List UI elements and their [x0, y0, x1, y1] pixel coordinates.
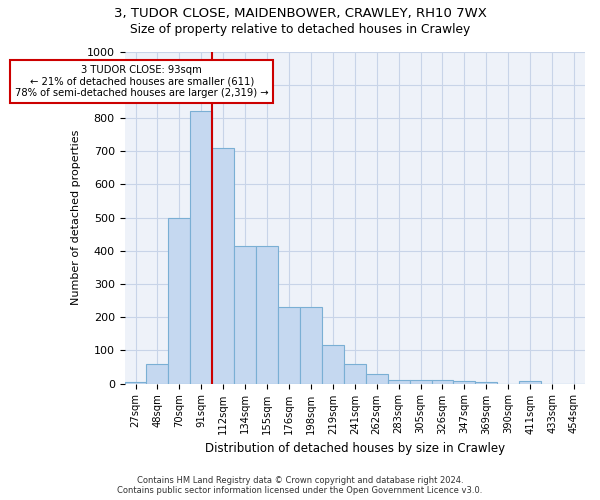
Text: Size of property relative to detached houses in Crawley: Size of property relative to detached ho… [130, 22, 470, 36]
Bar [388, 380, 410, 384]
Bar [234, 246, 256, 384]
Bar [322, 346, 344, 384]
Bar [278, 307, 300, 384]
X-axis label: Distribution of detached houses by size in Crawley: Distribution of detached houses by size … [205, 442, 505, 455]
Bar [475, 382, 497, 384]
Bar [410, 380, 431, 384]
Bar [454, 381, 475, 384]
Bar [146, 364, 169, 384]
Bar [519, 381, 541, 384]
Y-axis label: Number of detached properties: Number of detached properties [71, 130, 81, 305]
Bar [300, 307, 322, 384]
Bar [169, 218, 190, 384]
Bar [256, 246, 278, 384]
Bar [190, 112, 212, 384]
Bar [431, 380, 454, 384]
Bar [125, 382, 146, 384]
Bar [212, 148, 234, 384]
Bar [344, 364, 366, 384]
Text: 3, TUDOR CLOSE, MAIDENBOWER, CRAWLEY, RH10 7WX: 3, TUDOR CLOSE, MAIDENBOWER, CRAWLEY, RH… [113, 8, 487, 20]
Text: Contains HM Land Registry data © Crown copyright and database right 2024.
Contai: Contains HM Land Registry data © Crown c… [118, 476, 482, 495]
Text: 3 TUDOR CLOSE: 93sqm
← 21% of detached houses are smaller (611)
78% of semi-deta: 3 TUDOR CLOSE: 93sqm ← 21% of detached h… [15, 65, 268, 98]
Bar [366, 374, 388, 384]
